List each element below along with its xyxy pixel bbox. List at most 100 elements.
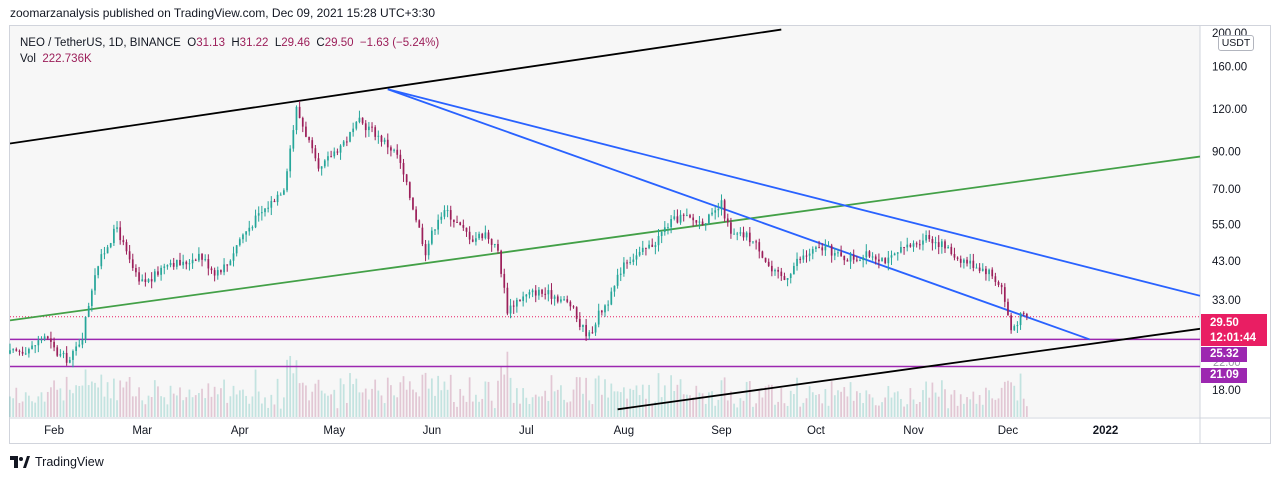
trend-line-blue-upper-falling [387,88,1200,297]
volume-bar [157,386,159,417]
candle-body [764,257,767,262]
candle-body [377,135,380,137]
candle-body [572,306,575,308]
candle-body [371,126,373,128]
candle-body [733,233,735,235]
candle-body [789,274,792,279]
volume-bar [106,382,109,417]
candle-body [994,276,997,282]
volume-bar [273,404,276,417]
candle-body [235,245,238,254]
candle-body [855,259,858,261]
candle-body [679,214,682,223]
support-value-upper: 25.32 [1210,348,1239,360]
candle-body [893,253,896,256]
candle-body [859,260,861,262]
volume-bar [380,395,383,417]
candle-body [465,227,468,232]
volume-bar [890,397,893,417]
candle-body [421,227,424,245]
volume-bar [607,397,610,417]
volume-bar [166,404,169,417]
candle-body [909,244,912,247]
candle-body [758,242,761,252]
volume-bar [128,377,131,417]
candle-body [475,238,477,242]
volume-bar [937,396,940,417]
tradingview-logo-icon [10,456,30,468]
candle-body [260,212,263,214]
candle-body [723,200,726,219]
volume-bar [301,382,304,417]
volume-bar [371,388,373,417]
candle-body [28,348,30,354]
candle-body [560,299,562,302]
price-candles [9,100,1028,368]
volume-bar [113,378,115,417]
candle-body [1000,284,1003,288]
volume-bar [786,405,789,417]
axis-labels: 200.00160.00120.0090.0070.0055.0043.0033… [44,28,1247,437]
candle-body [478,233,480,239]
candle-body [267,207,270,209]
chart-frame[interactable] [9,25,1271,444]
candle-body [623,262,625,274]
volume-bar [68,389,71,417]
volume-bar [594,378,597,417]
volume-bar [865,390,868,417]
currency-button[interactable]: USDT [1218,35,1254,51]
candle-body [969,260,972,264]
volume-bar [783,403,786,417]
volume-bar [37,396,40,417]
volume-bar [1022,398,1025,417]
candle-body [276,194,279,203]
volume-bar [597,375,600,417]
legend-row-volume: Vol 222.736K [20,51,439,67]
candle-body [981,268,984,271]
x-tick-label: Feb [44,425,64,437]
candle-body [383,139,386,142]
candle-body [204,259,207,261]
volume-bar [654,401,657,417]
volume-bar [153,380,156,417]
last-price-tag[interactable]: 29.50 12:01:44 [1201,314,1267,346]
volume-bar [843,387,846,417]
volume-bar [28,395,30,417]
volume-bar [497,380,499,417]
candle-body [449,210,452,220]
candle-body [711,212,713,215]
candle-body [198,253,200,261]
volume-bar [163,397,166,417]
candle-body [374,127,377,137]
candle-body [462,225,465,228]
candle-body [985,268,987,275]
volume-bar [619,392,622,417]
volume-bar [871,397,874,417]
candle-body [493,244,496,246]
candle-body [323,160,326,167]
volume-bar [94,382,96,417]
volume-bar [874,405,877,417]
volume-bar [755,403,757,417]
support-tag-lower[interactable]: 21.09 [1201,368,1247,383]
volume-bar [100,374,103,417]
volume-bar [528,403,531,417]
volume-bar [934,392,937,417]
volume-bar [833,395,836,417]
candle-body [745,232,748,238]
volume-bar [141,400,144,417]
support-tag-upper[interactable]: 25.32 [1201,347,1247,362]
volume-bar [1013,385,1016,417]
candle-body [673,216,676,220]
volume-bar [544,390,547,417]
volume-bar [408,381,411,417]
tradingview-brand[interactable]: TradingView [10,455,104,469]
volume-bar [207,383,210,417]
symbol-label[interactable]: NEO / TetherUS, 1D, BINANCE [20,37,181,49]
volume-bar [846,396,849,417]
volume-bar [116,400,118,417]
volume-label[interactable]: Vol [20,53,36,65]
candle-body [849,254,852,262]
candle-body [43,336,46,340]
